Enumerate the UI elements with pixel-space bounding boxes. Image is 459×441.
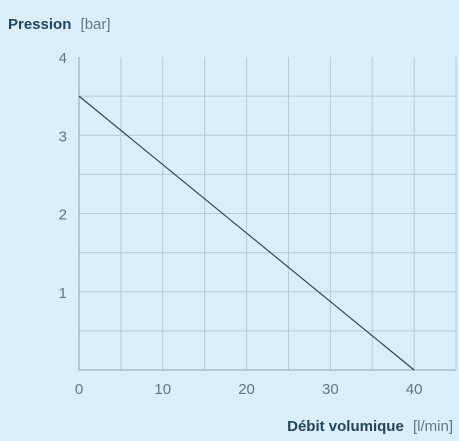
grid [79,57,457,370]
tick-labels: 0 10 20 30 40 1 2 3 4 [59,50,423,398]
axes [78,57,456,371]
y-tick-label: 1 [59,285,67,302]
x-axis-name: Débit volumique [287,418,404,435]
y-axis-unit: [bar] [81,16,111,33]
y-axis-name: Pression [8,16,71,33]
y-tick-label: 2 [59,207,67,224]
x-axis-unit: [l/min] [413,418,453,435]
series-line [78,95,415,371]
x-tick-label: 20 [238,381,255,398]
x-tick-label: 10 [154,381,171,398]
y-tick-label: 4 [59,50,67,67]
x-axis-title: Débit volumique [l/min] [287,418,453,435]
x-tick-label: 40 [406,381,423,398]
x-tick-label: 0 [75,381,83,398]
x-tick-label: 30 [322,381,339,398]
series [78,95,415,371]
y-tick-label: 3 [59,128,67,145]
y-axis-title: Pression [bar] [8,16,111,33]
